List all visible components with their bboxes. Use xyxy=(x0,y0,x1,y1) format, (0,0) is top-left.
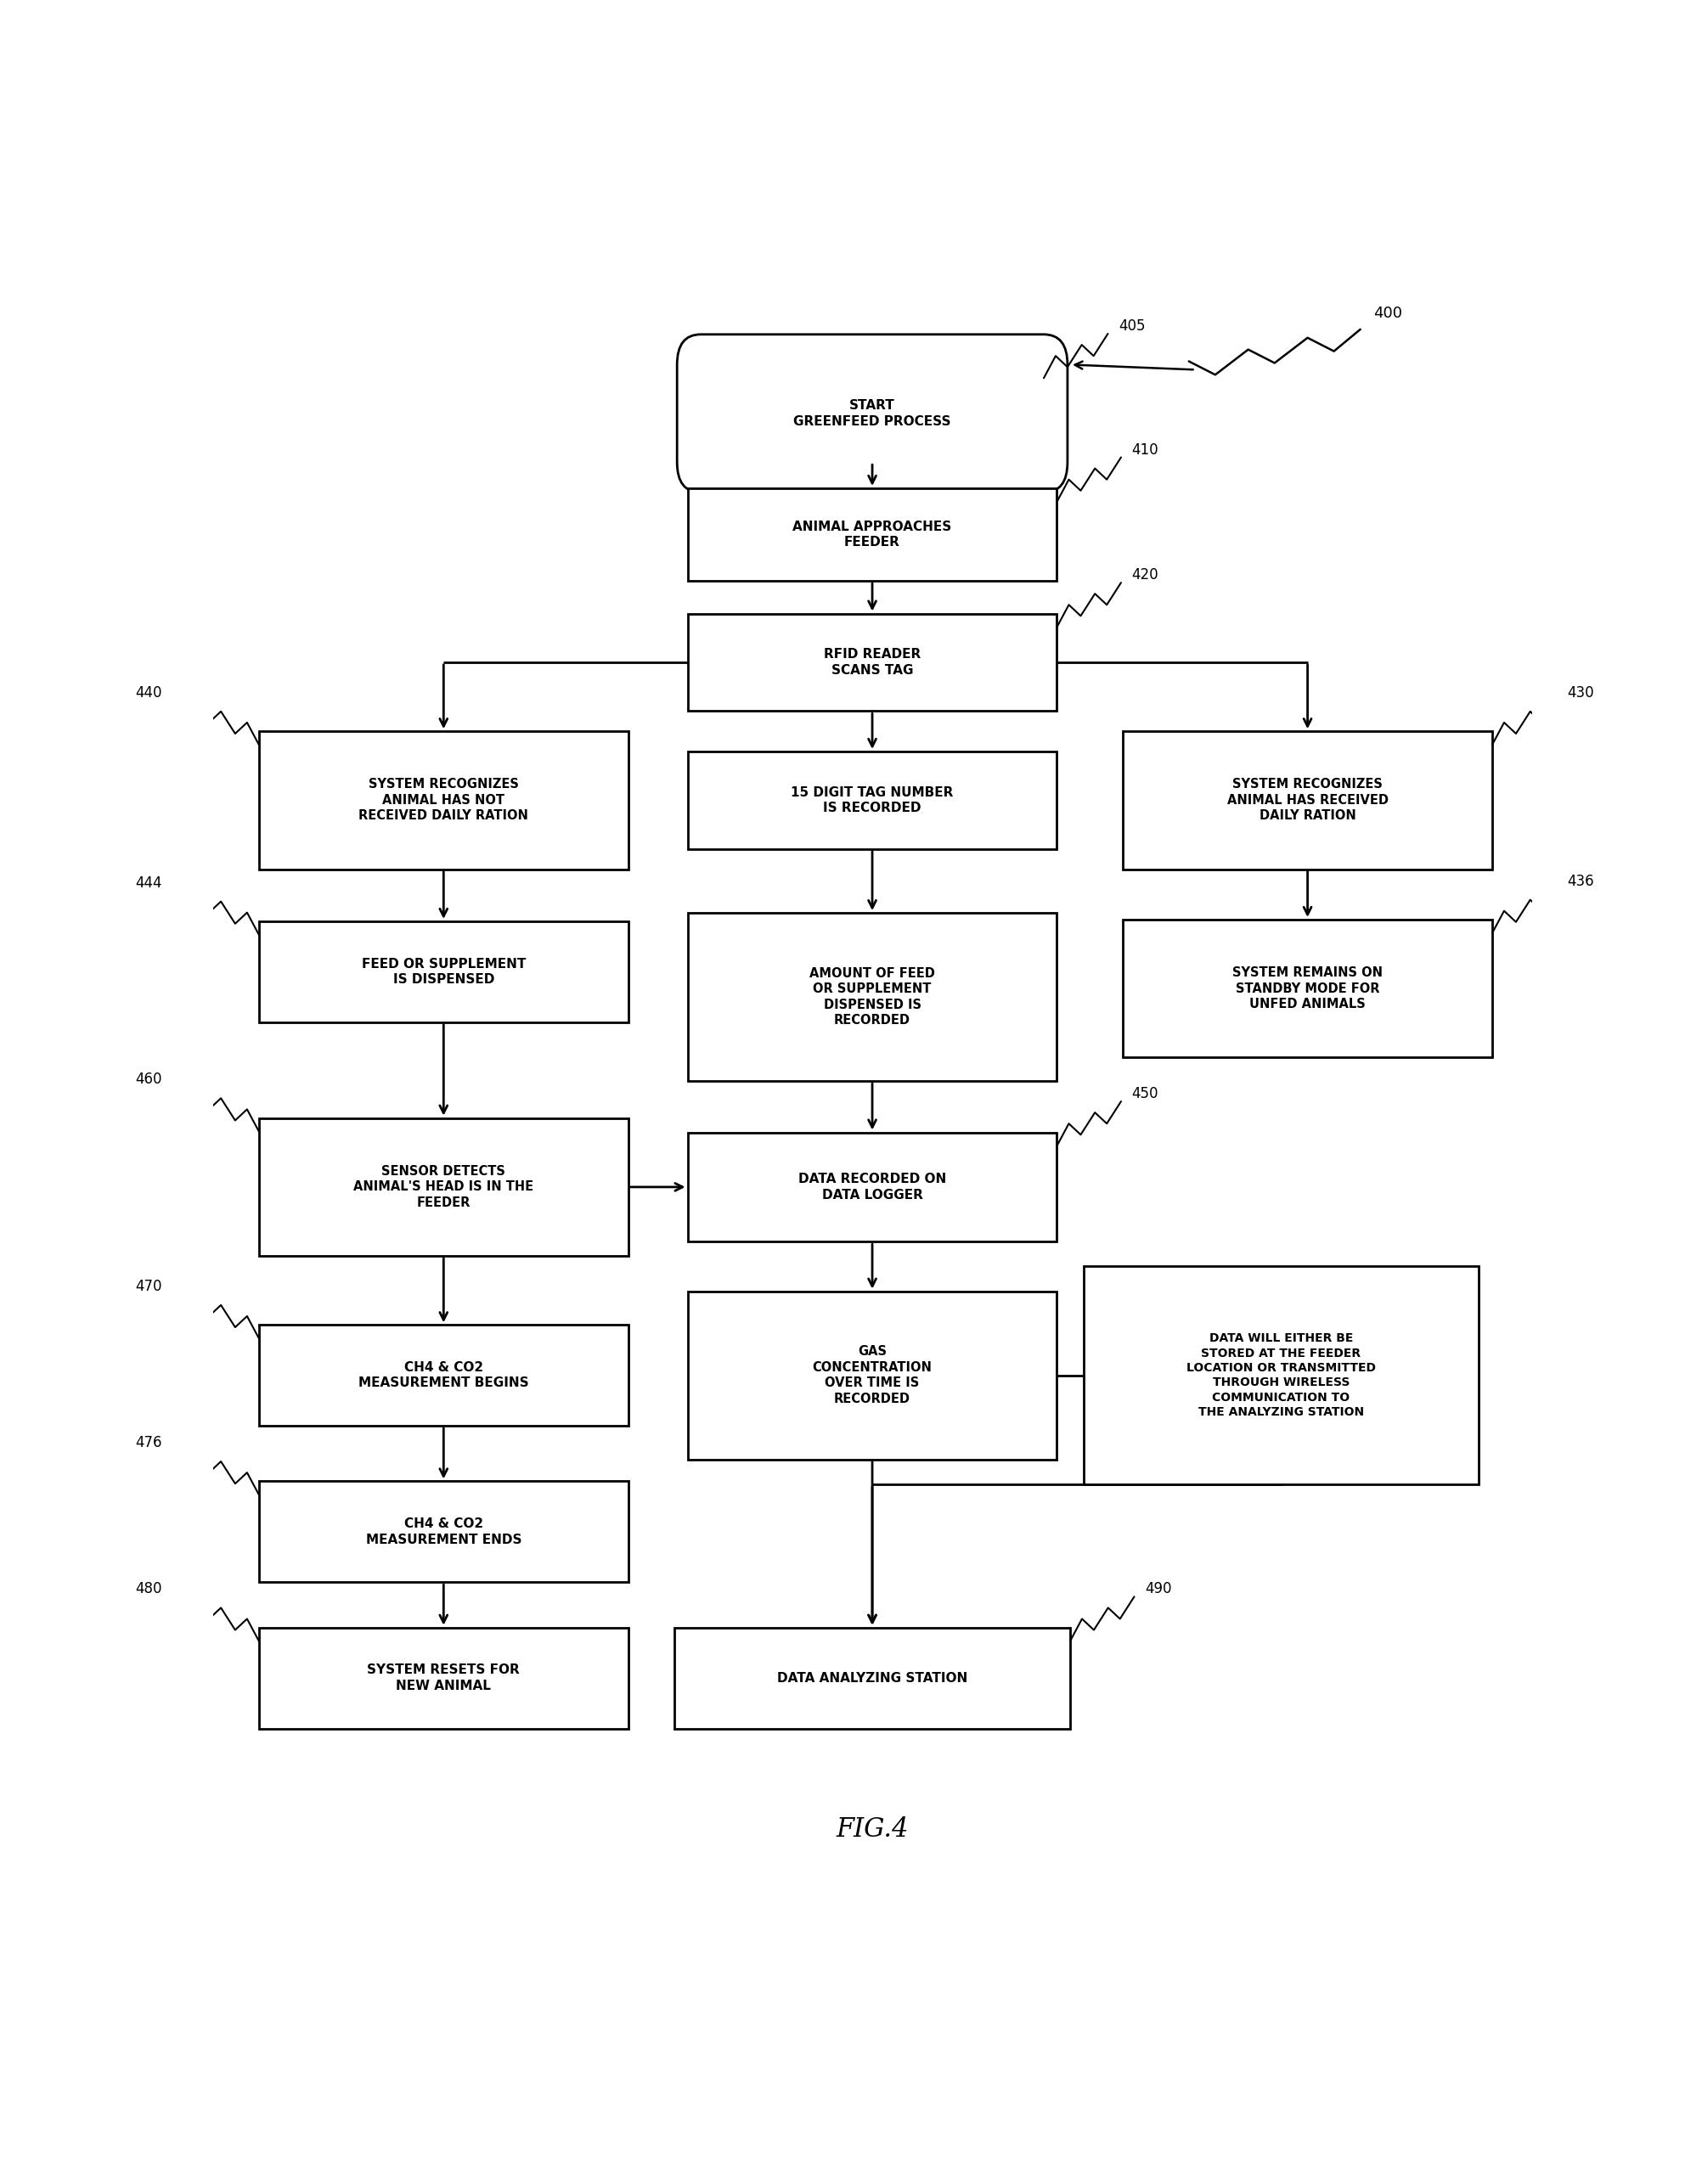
Text: FEED OR SUPPLEMENT
IS DISPENSED: FEED OR SUPPLEMENT IS DISPENSED xyxy=(361,957,526,985)
Bar xyxy=(259,1326,628,1426)
Text: SYSTEM RESETS FOR
NEW ANIMAL: SYSTEM RESETS FOR NEW ANIMAL xyxy=(368,1664,519,1693)
Bar xyxy=(688,1291,1057,1459)
Bar xyxy=(1123,919,1493,1057)
Text: DATA WILL EITHER BE
STORED AT THE FEEDER
LOCATION OR TRANSMITTED
THROUGH WIRELES: DATA WILL EITHER BE STORED AT THE FEEDER… xyxy=(1186,1332,1375,1417)
Text: SYSTEM RECOGNIZES
ANIMAL HAS RECEIVED
DAILY RATION: SYSTEM RECOGNIZES ANIMAL HAS RECEIVED DA… xyxy=(1227,778,1389,823)
Text: 480: 480 xyxy=(136,1581,162,1597)
Text: 420: 420 xyxy=(1132,568,1159,583)
Text: CH4 & CO2
MEASUREMENT ENDS: CH4 & CO2 MEASUREMENT ENDS xyxy=(366,1518,521,1546)
Bar xyxy=(674,1627,1071,1728)
Text: 400: 400 xyxy=(1374,306,1402,321)
Text: 410: 410 xyxy=(1132,441,1159,456)
Bar xyxy=(688,614,1057,712)
Text: 15 DIGIT TAG NUMBER
IS RECORDED: 15 DIGIT TAG NUMBER IS RECORDED xyxy=(791,786,953,815)
Text: 430: 430 xyxy=(1568,686,1593,701)
Text: SENSOR DETECTS
ANIMAL'S HEAD IS IN THE
FEEDER: SENSOR DETECTS ANIMAL'S HEAD IS IN THE F… xyxy=(354,1164,534,1210)
Bar xyxy=(259,1627,628,1728)
Text: 436: 436 xyxy=(1568,874,1593,889)
Text: RFID READER
SCANS TAG: RFID READER SCANS TAG xyxy=(824,649,921,677)
Bar xyxy=(259,922,628,1022)
Text: FIG.4: FIG.4 xyxy=(836,1817,909,1843)
Text: 490: 490 xyxy=(1145,1581,1171,1597)
Text: DATA ANALYZING STATION: DATA ANALYZING STATION xyxy=(778,1671,967,1684)
Text: CH4 & CO2
MEASUREMENT BEGINS: CH4 & CO2 MEASUREMENT BEGINS xyxy=(359,1361,529,1389)
Text: 444: 444 xyxy=(136,876,162,891)
Text: 470: 470 xyxy=(136,1278,162,1293)
Bar xyxy=(259,1481,628,1581)
Bar xyxy=(259,732,628,869)
Text: 440: 440 xyxy=(136,686,162,701)
Text: 460: 460 xyxy=(136,1072,162,1088)
Text: GAS
CONCENTRATION
OVER TIME IS
RECORDED: GAS CONCENTRATION OVER TIME IS RECORDED xyxy=(812,1345,933,1406)
Text: 405: 405 xyxy=(1118,319,1145,334)
Bar xyxy=(688,751,1057,850)
Bar xyxy=(688,489,1057,581)
Bar xyxy=(1082,1267,1479,1485)
Text: SYSTEM RECOGNIZES
ANIMAL HAS NOT
RECEIVED DAILY RATION: SYSTEM RECOGNIZES ANIMAL HAS NOT RECEIVE… xyxy=(359,778,528,823)
Bar xyxy=(259,1118,628,1256)
Bar xyxy=(1123,732,1493,869)
Text: SYSTEM REMAINS ON
STANDBY MODE FOR
UNFED ANIMALS: SYSTEM REMAINS ON STANDBY MODE FOR UNFED… xyxy=(1232,965,1382,1011)
Text: AMOUNT OF FEED
OR SUPPLEMENT
DISPENSED IS
RECORDED: AMOUNT OF FEED OR SUPPLEMENT DISPENSED I… xyxy=(810,968,934,1026)
Text: 450: 450 xyxy=(1132,1085,1159,1101)
Bar xyxy=(688,1131,1057,1243)
Text: 476: 476 xyxy=(136,1435,162,1450)
Bar xyxy=(688,913,1057,1081)
FancyBboxPatch shape xyxy=(677,334,1067,491)
Text: ANIMAL APPROACHES
FEEDER: ANIMAL APPROACHES FEEDER xyxy=(793,520,951,548)
Text: DATA RECORDED ON
DATA LOGGER: DATA RECORDED ON DATA LOGGER xyxy=(798,1173,946,1201)
Text: START
GREENFEED PROCESS: START GREENFEED PROCESS xyxy=(793,400,951,428)
